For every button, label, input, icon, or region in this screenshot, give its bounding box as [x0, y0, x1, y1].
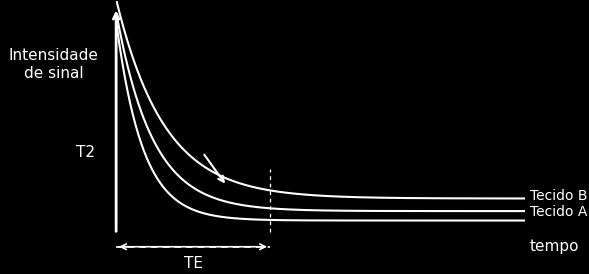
- Text: tempo: tempo: [530, 239, 579, 254]
- Text: Tecido B: Tecido B: [530, 189, 587, 203]
- Text: Tecido A: Tecido A: [530, 205, 587, 219]
- Text: Intensidade
de sinal: Intensidade de sinal: [9, 48, 98, 81]
- Text: T2: T2: [75, 145, 94, 160]
- Text: TE: TE: [184, 256, 203, 271]
